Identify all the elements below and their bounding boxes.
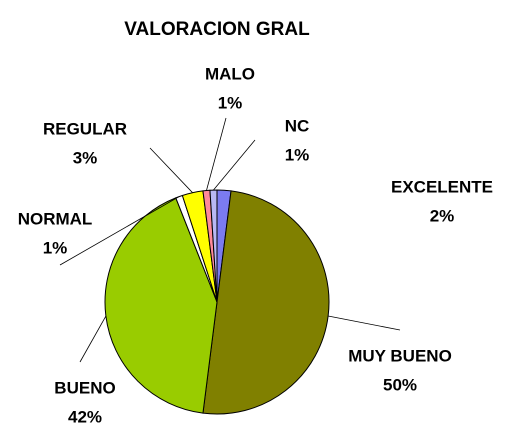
slice-label: REGULAR [43, 119, 127, 138]
slice-value-label: 50% [383, 375, 417, 394]
slice-label: MUY BUENO [348, 346, 452, 365]
chart-title: VALORACION GRAL [124, 19, 310, 40]
slice-label: BUENO [54, 378, 115, 397]
leader-line [59, 196, 180, 266]
slice-label: EXCELENTE [391, 177, 493, 196]
pie-slice [209, 189, 218, 303]
slice-value-label: 1% [218, 93, 243, 112]
slice-value-label: 3% [73, 148, 98, 167]
slice-label: NC [285, 116, 310, 135]
slice-value-label: 42% [68, 407, 102, 426]
slice-value-label: 1% [285, 145, 310, 164]
leader-line [149, 147, 193, 193]
leader-line [206, 117, 227, 191]
slice-label: NORMAL [18, 209, 93, 228]
leader-line [79, 315, 107, 363]
slice-value-label: 2% [430, 206, 455, 225]
leader-line [213, 139, 256, 191]
slice-value-label: 1% [43, 238, 68, 257]
leader-line [328, 315, 401, 331]
slice-label: MALO [205, 64, 255, 83]
